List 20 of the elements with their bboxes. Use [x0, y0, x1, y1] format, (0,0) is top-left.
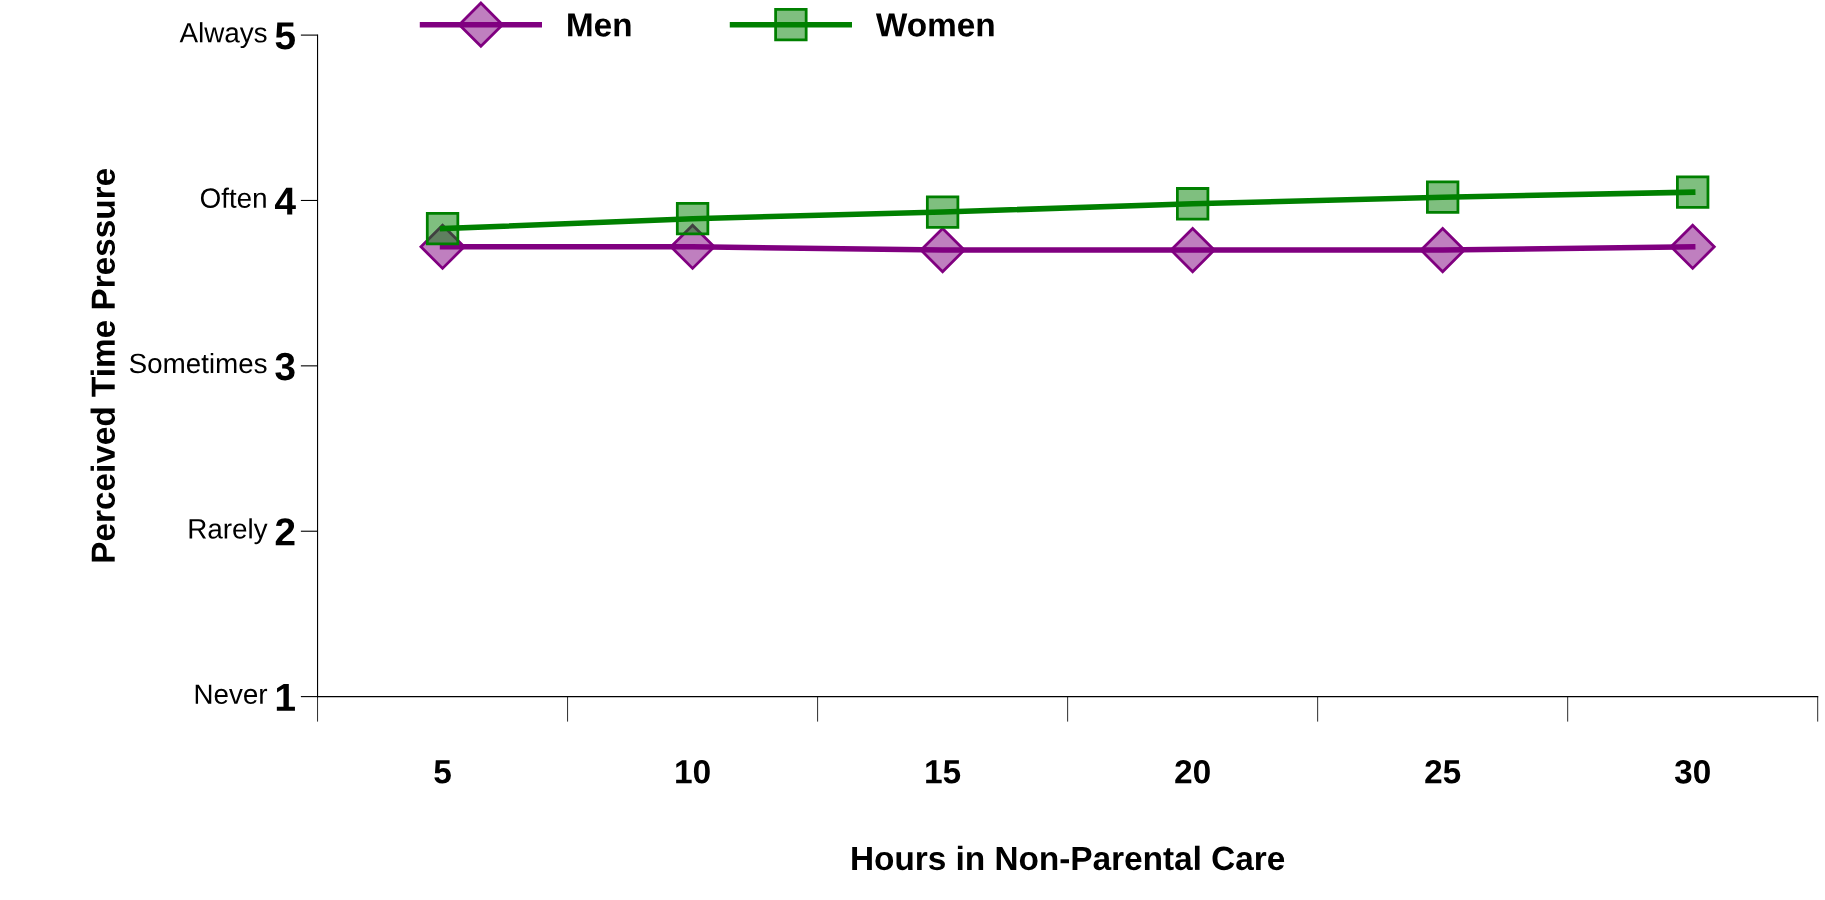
- y-tick-label: 2: [275, 518, 295, 546]
- x-tick-label: 20: [1175, 759, 1210, 784]
- x-tick-label: 25: [1425, 759, 1461, 784]
- x-tick-label: 15: [926, 760, 961, 784]
- y-tick-label: 5: [275, 22, 295, 50]
- legend-label: Men: [568, 13, 631, 37]
- text: Often: [200, 187, 266, 208]
- y-tick-label: 1: [276, 683, 295, 711]
- x-tick-label: 5: [434, 760, 451, 784]
- text: Rarely: [189, 518, 268, 545]
- y-axis-title: Perceived Time Pressure: [90, 169, 116, 562]
- x-axis-title: Hours in Non-Parental Care: [852, 845, 1285, 871]
- text: Sometimes: [129, 352, 267, 374]
- y-tick-label: 4: [274, 187, 296, 215]
- text: Always: [179, 22, 267, 49]
- x-tick-label: 30: [1674, 759, 1710, 784]
- text: Never: [195, 684, 268, 705]
- y-tick-label: 3: [275, 352, 295, 381]
- legend-label: Women: [875, 13, 994, 37]
- x-tick-label: 10: [676, 759, 710, 784]
